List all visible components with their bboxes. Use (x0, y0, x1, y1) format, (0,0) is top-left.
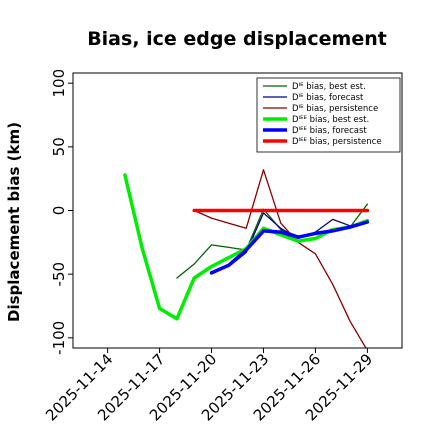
legend-box (256, 77, 401, 153)
legend-entry: Dᴵᴱᴱ bias, forecast (292, 126, 367, 136)
y-tick-label: 100 (50, 69, 68, 98)
y-tick-label: -100 (50, 321, 68, 355)
series-line-3 (193, 169, 367, 348)
legend-entry: Dᴵᴱ bias, best est. (292, 82, 366, 92)
chart-title: Bias, ice edge displacement (87, 28, 387, 50)
legend-entry: Dᴵᴱᴱ bias, persistence (292, 137, 382, 147)
series-line-2 (210, 212, 369, 273)
legend-entry: Dᴵᴱ bias, forecast (292, 93, 364, 103)
y-tick-label: -50 (50, 262, 68, 287)
y-tick-label: 0 (50, 206, 68, 216)
y-axis-label: Displacement bias (km) (5, 122, 23, 322)
series-line-5 (209, 220, 370, 275)
series-lines (123, 169, 370, 348)
series-line-4 (123, 173, 370, 321)
legend: Dᴵᴱ bias, best est.Dᴵᴱ bias, forecastDᴵᴱ… (256, 77, 401, 153)
legend-entry: Dᴵᴱ bias, persistence (292, 104, 378, 114)
legend-entry: Dᴵᴱᴱ bias, best est. (292, 115, 369, 125)
y-tick-label: 50 (50, 137, 68, 156)
